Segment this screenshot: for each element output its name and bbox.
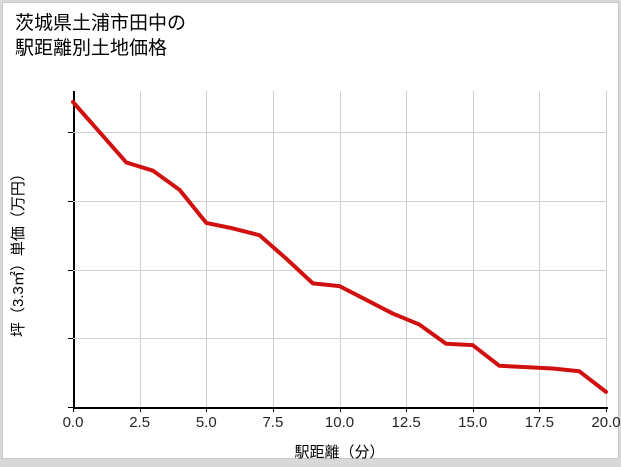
y-tick-mark bbox=[68, 407, 73, 408]
gridline-vertical bbox=[206, 91, 208, 407]
x-tick-mark bbox=[73, 407, 74, 412]
x-tick-label: 2.5 bbox=[129, 414, 151, 431]
x-tick-mark bbox=[539, 407, 541, 412]
chart-figure: 茨城県土浦市田中の 駅距離別土地価格 坪（3.3㎡）単価（万円） 6.06.57… bbox=[2, 2, 621, 461]
y-axis-label: 坪（3.3㎡）単価（万円） bbox=[10, 166, 27, 337]
gridline-vertical bbox=[472, 91, 474, 407]
gridline-vertical bbox=[339, 91, 341, 407]
x-tick-mark bbox=[272, 407, 274, 412]
x-tick-mark bbox=[606, 407, 607, 412]
plot-frame bbox=[73, 91, 608, 409]
x-tick-label: 10.0 bbox=[324, 414, 355, 431]
x-tick-label: 5.0 bbox=[195, 414, 217, 431]
y-tick-mark bbox=[68, 269, 73, 271]
x-tick-mark bbox=[472, 407, 474, 412]
y-tick-mark bbox=[68, 200, 73, 202]
y-tick-mark bbox=[68, 338, 73, 340]
x-tick-mark bbox=[206, 407, 208, 412]
x-axis-label: 駅距離（分） bbox=[294, 444, 385, 461]
plot-area: 6.06.57.07.58.0 0.02.55.07.510.012.515.0… bbox=[63, 91, 621, 461]
x-tick-mark bbox=[139, 407, 141, 412]
line-series-坪単価 bbox=[71, 99, 608, 394]
x-tick-label: 12.5 bbox=[391, 414, 421, 431]
x-tick-label: 15.0 bbox=[458, 414, 488, 431]
y-axis-label-wrapper: 坪（3.3㎡）単価（万円） bbox=[10, 91, 35, 407]
y-tick-mark bbox=[68, 132, 73, 134]
x-tick-label: 17.5 bbox=[524, 414, 554, 431]
gridline-vertical bbox=[406, 91, 408, 407]
x-tick-label: 20.0 bbox=[591, 414, 621, 431]
gridline-vertical bbox=[139, 91, 141, 407]
data-series-layer bbox=[71, 99, 608, 394]
gridline-vertical bbox=[539, 91, 541, 407]
x-tick-label: 0.0 bbox=[62, 414, 84, 431]
x-tick-mark bbox=[406, 407, 408, 412]
x-tick-mark bbox=[339, 407, 341, 412]
gridline-vertical bbox=[606, 91, 607, 407]
chart-title: 茨城県土浦市田中の 駅距離別土地価格 bbox=[15, 13, 187, 59]
x-tick-label: 7.5 bbox=[262, 414, 284, 431]
